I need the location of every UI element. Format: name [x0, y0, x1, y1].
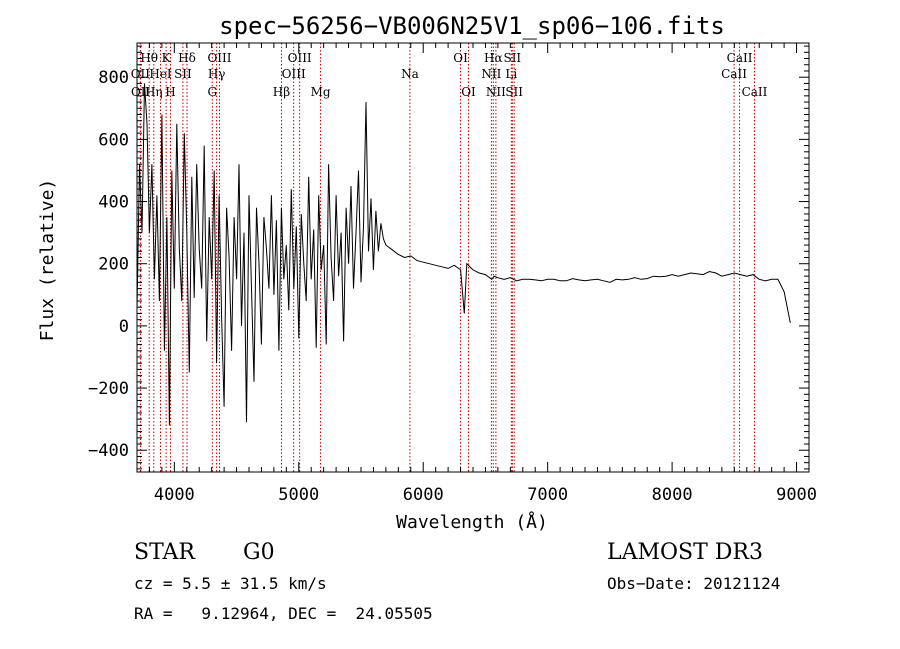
line-label: Hα	[484, 51, 503, 65]
line-label: CaII	[727, 51, 753, 65]
obs-date: Obs−Date: 20121124	[607, 574, 781, 593]
object-subclass: G0	[243, 540, 275, 565]
line-label: Hδ	[178, 51, 196, 65]
y-tick-label: 400	[98, 193, 129, 213]
y-axis-label: Flux (relative)	[37, 179, 58, 342]
line-label: OI	[461, 85, 476, 99]
line-label: NII	[481, 67, 501, 81]
line-label: OI	[453, 51, 468, 65]
plot-frame	[136, 42, 810, 473]
line-label: CaII	[742, 85, 768, 99]
chart-title: spec−56256−VB006N25V1_sp06−106.fits	[219, 12, 725, 40]
line-label: CaII	[721, 67, 747, 81]
line-label: OIII	[282, 67, 306, 81]
line-label: OIII	[207, 51, 231, 65]
y-tick-label: −200	[88, 379, 129, 399]
coordinates: RA = 9.12964, DEC = 24.05505	[134, 604, 433, 623]
line-label: Na	[401, 67, 419, 81]
y-tick-label: 600	[98, 130, 129, 150]
x-tick-label: 5000	[278, 485, 319, 505]
line-label: Hθ	[140, 51, 158, 65]
survey-name: LAMOST DR3	[607, 540, 763, 565]
redshift-value: cz = 5.5 ± 31.5 km/s	[134, 574, 327, 593]
y-tick-label: 800	[98, 68, 129, 88]
line-label: H	[165, 85, 175, 99]
x-tick-label: 6000	[403, 485, 444, 505]
x-tick-label: 7000	[527, 485, 568, 505]
line-label: OIII	[288, 51, 312, 65]
line-label: K	[162, 51, 172, 65]
object-class: STAR	[134, 540, 195, 565]
x-tick-label: 8000	[652, 485, 693, 505]
x-tick-label: 9000	[776, 485, 817, 505]
y-tick-label: −400	[88, 441, 129, 461]
x-axis-ticks: 4000 5000 6000 7000 8000 9000	[136, 43, 817, 505]
y-tick-label: 200	[98, 255, 129, 275]
line-label: Hη	[145, 85, 163, 99]
line-label: G	[207, 85, 217, 99]
line-annotation-markers	[139, 43, 755, 472]
line-label: Mg	[311, 85, 331, 99]
line-label: Hγ	[208, 67, 226, 81]
line-label: SII	[174, 67, 192, 81]
x-tick-label: 4000	[154, 485, 195, 505]
line-label: NII	[486, 85, 506, 99]
line-label: OII	[131, 67, 151, 81]
y-axis-ticks: −400 −200 0 200 400 600 800	[88, 45, 809, 470]
x-axis-label: Wavelength (Å)	[396, 511, 548, 533]
line-label: Li	[505, 67, 517, 81]
spectrum-line	[136, 83, 791, 426]
line-label: SII	[503, 51, 521, 65]
line-label: HeI	[149, 67, 172, 81]
line-label: SII	[505, 85, 523, 99]
y-tick-label: 0	[119, 317, 129, 337]
line-label: Hβ	[273, 85, 290, 99]
